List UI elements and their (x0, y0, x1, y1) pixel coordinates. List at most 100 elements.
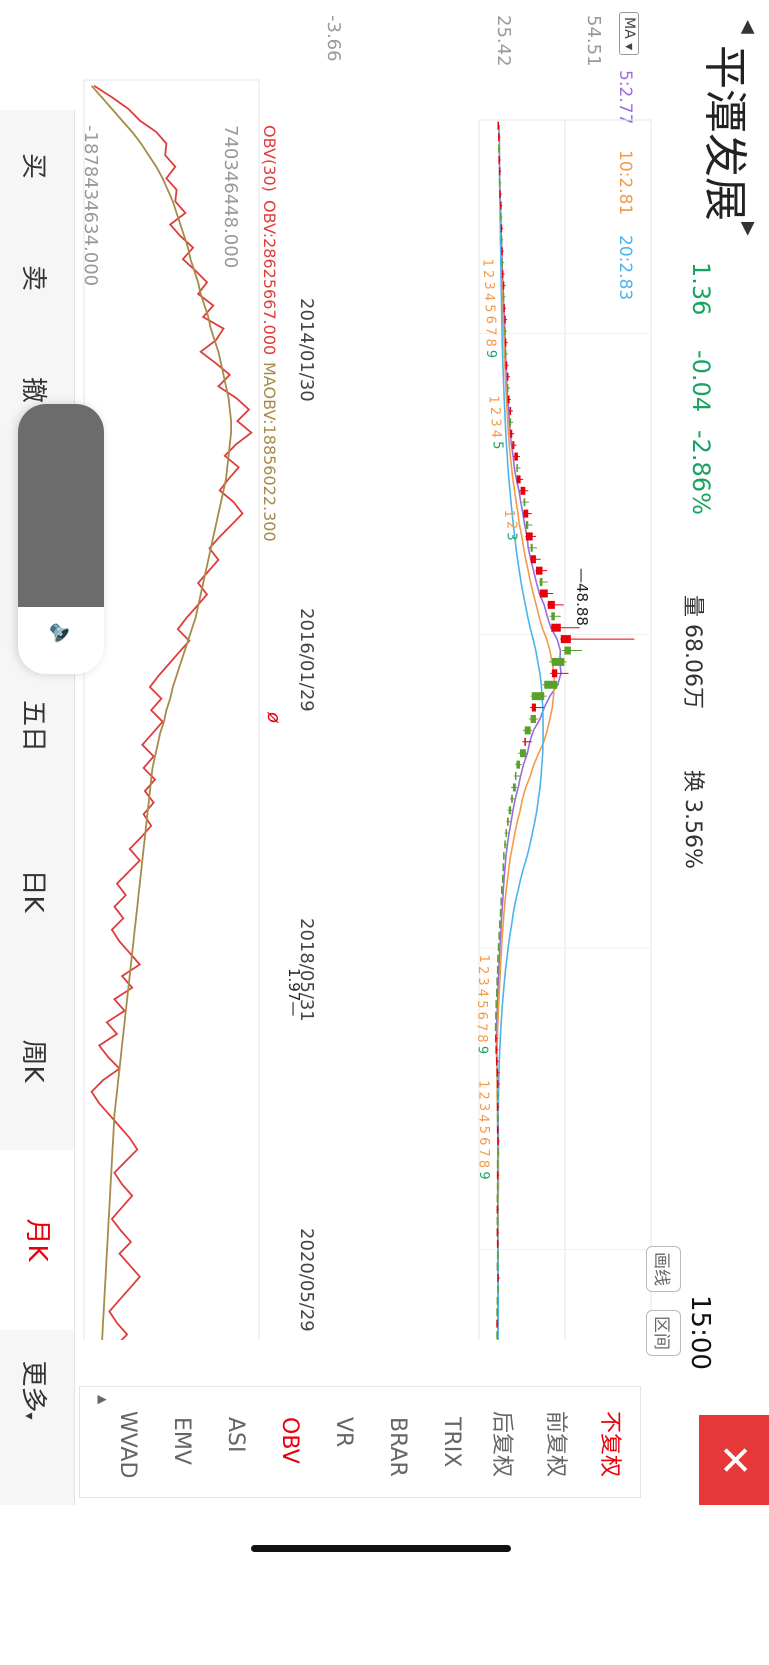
candle-body (498, 144, 500, 153)
candle-body (551, 623, 561, 632)
kline-chart[interactable]: 1 2 3 4 5 6 7 8 9 1 2 3 4 5 1 2 3 1 2 3 4 5 6 7 8 9 1 2 3 4 5 6 7 8 9 (0, 0, 769, 1340)
candle-body (504, 338, 507, 347)
candle-body (498, 178, 501, 187)
candle-body (500, 212, 502, 221)
indicator-vr[interactable]: VR (331, 1417, 356, 1448)
speaker-icon: 🔈 (49, 622, 74, 650)
candle-body (531, 703, 536, 712)
indicator-emv[interactable]: EMV (169, 1417, 194, 1465)
candle-body (496, 1159, 499, 1168)
candle-body (504, 840, 506, 849)
sequence-tag: 2 (480, 270, 495, 278)
adjust-backward[interactable]: 后复权 (489, 1411, 514, 1478)
candle-body (496, 1080, 499, 1089)
home-indicator (251, 1545, 511, 1552)
candle-body (498, 155, 500, 164)
indicator-wvad[interactable]: WVAD (115, 1411, 140, 1479)
candle-body (495, 1045, 497, 1054)
close-button[interactable]: ✕ (699, 1415, 769, 1505)
candle-body (497, 943, 500, 952)
sequence-tag: 6 (483, 316, 498, 324)
candle-body (501, 258, 503, 267)
candle-body (496, 1228, 499, 1237)
sequence-tag: 3 (487, 418, 502, 426)
indicator-trix[interactable]: TRIX (439, 1417, 464, 1468)
candle-body (496, 1102, 499, 1111)
candle-body (497, 1285, 499, 1294)
tab-daily-k[interactable]: 日K (18, 869, 48, 913)
sequence-tag: 9 (474, 1046, 489, 1054)
candle-body (496, 1296, 499, 1305)
sequence-tag: 2 (503, 521, 518, 529)
x-tick-2014: 2014/01/30 (296, 298, 317, 402)
candle-body (496, 1239, 499, 1248)
sequence-tag: 2 (487, 407, 502, 415)
candle-body (499, 190, 501, 199)
sequence-tag: 9 (476, 1171, 491, 1179)
candle-body (495, 1000, 497, 1009)
candle-body (501, 886, 503, 895)
candle-body (496, 1114, 499, 1123)
candle-body (504, 315, 506, 324)
obv-grid (83, 79, 260, 1340)
indicator-panel: 不复权 前复权 后复权 TRIX BRAR VR OBV ASI EMV WVA… (79, 1386, 641, 1498)
candle-body (497, 1137, 499, 1146)
adjust-none[interactable]: 不复权 (597, 1411, 622, 1478)
candle-body (507, 395, 510, 404)
candle-body (560, 635, 571, 644)
indicator-obv[interactable]: OBV (277, 1417, 302, 1464)
sequence-tag: 4 (488, 430, 503, 438)
candle-body (504, 349, 507, 358)
candle-body (525, 521, 529, 530)
indicator-brar[interactable]: BRAR (385, 1417, 410, 1477)
candle-body (514, 452, 518, 461)
candle-body (496, 1251, 499, 1260)
tab-more[interactable]: 更多▾ (18, 1360, 48, 1420)
candle-body (509, 418, 512, 427)
candle-body (523, 498, 526, 507)
tab-five-day[interactable]: 五日 (18, 699, 48, 752)
sequence-tag: 4 (474, 989, 489, 997)
sequence-tag: 1 (480, 259, 495, 267)
draw-line-button[interactable]: 画线 (646, 1246, 681, 1292)
candle-body (496, 1182, 499, 1191)
adjust-forward[interactable]: 前复权 (543, 1411, 568, 1478)
maobv-value: MAOBV:18856022.300 (260, 362, 279, 542)
candle-body (564, 646, 571, 655)
candle-body (496, 1171, 499, 1180)
candle-body (496, 1205, 499, 1214)
candle-body (504, 327, 506, 336)
tab-sell[interactable]: 卖 (18, 264, 48, 291)
candle-body (497, 1274, 499, 1283)
candle-body (539, 589, 548, 598)
sequence-tag: 5 (481, 304, 496, 312)
candle-body (512, 783, 516, 792)
candle-body (535, 566, 543, 575)
tab-monthly-k[interactable]: 月K (0, 1150, 74, 1330)
candle-body (496, 1319, 498, 1328)
candle-body (498, 931, 500, 940)
y-tick-bottom: -3.66 (323, 15, 344, 62)
candle-body (551, 657, 565, 666)
marker-annotation: ø (263, 712, 284, 724)
x-tick-2016: 2016/01/29 (296, 608, 317, 712)
sequence-tag: 4 (476, 1114, 491, 1122)
sequence-tag: 5 (476, 1126, 491, 1134)
sequence-tag: 3 (475, 977, 490, 985)
close-icon: ✕ (711, 1443, 757, 1477)
obv-plot-frame (83, 79, 260, 1340)
candle-body (520, 486, 526, 495)
low-annotation: 1.97— (285, 968, 303, 1017)
tab-weekly-k[interactable]: 周K (18, 1039, 48, 1083)
range-button[interactable]: 区间 (646, 1310, 681, 1356)
tab-buy[interactable]: 买 (18, 152, 48, 179)
candle-body (496, 977, 498, 986)
obv-lines (90, 85, 253, 1340)
obv-y-tick-bottom: -1878434634.000 (80, 125, 101, 287)
candle-body (524, 737, 526, 746)
sequence-tag: 9 (483, 350, 498, 358)
high-annotation: —48.88 (573, 568, 591, 626)
candle-body (500, 201, 502, 210)
sequence-tag: 2 (476, 1091, 491, 1099)
indicator-asi[interactable]: ASI (223, 1417, 248, 1453)
